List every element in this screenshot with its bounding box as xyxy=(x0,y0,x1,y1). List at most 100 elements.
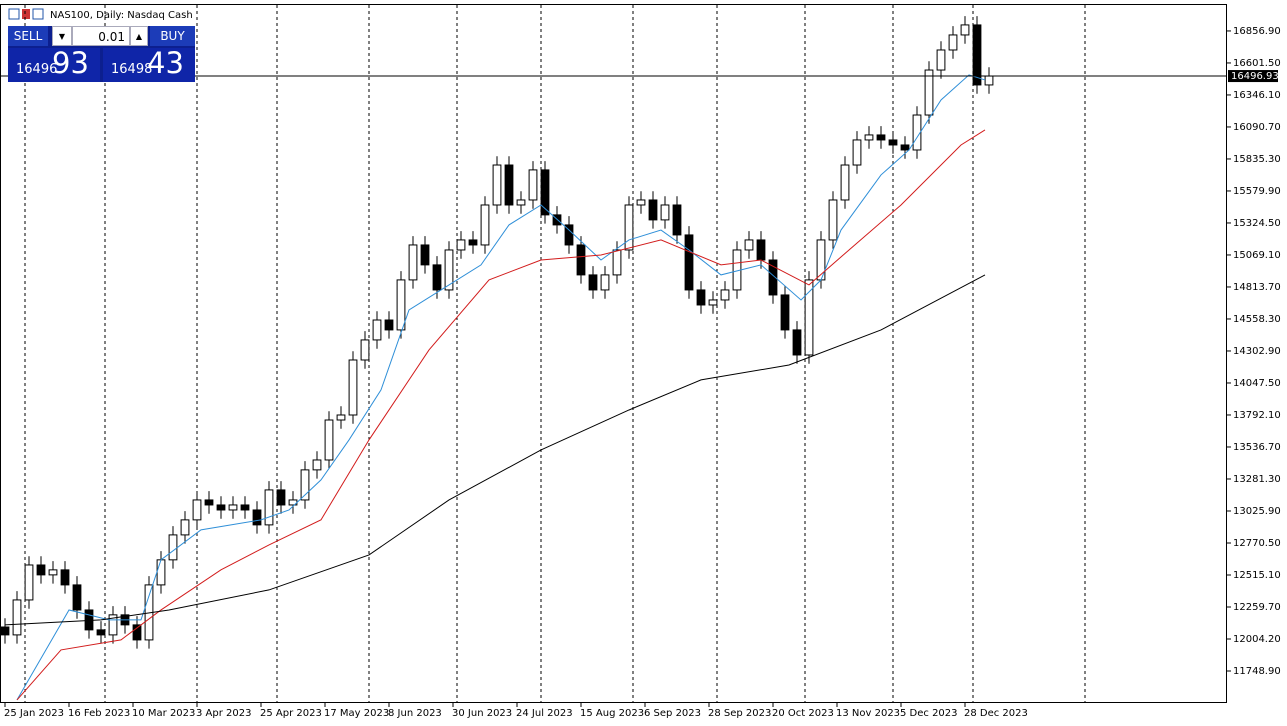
y-tick-label: 11748.90 xyxy=(1233,666,1281,677)
candle-body xyxy=(0,626,10,636)
candle-body xyxy=(888,139,898,146)
y-tick-label: 15579.90 xyxy=(1233,186,1281,197)
x-tick-label: 28 Sep 2023 xyxy=(708,708,771,719)
x-tick-label: 3 Apr 2023 xyxy=(196,708,251,719)
buy-button[interactable]: BUY xyxy=(150,26,195,46)
candle-body xyxy=(864,134,874,141)
bid-big: 93 xyxy=(52,46,89,80)
candle-body xyxy=(708,299,718,306)
candle-body xyxy=(360,339,370,361)
candle-body xyxy=(432,264,442,291)
bid-main: 16496 xyxy=(16,62,58,77)
candle-body xyxy=(276,489,286,506)
candle-body xyxy=(576,244,586,276)
x-tick-label: 25 Jan 2023 xyxy=(4,708,64,719)
y-tick-label: 14813.70 xyxy=(1233,282,1281,293)
x-tick-label: 6 Sep 2023 xyxy=(644,708,701,719)
candle-body xyxy=(624,204,634,251)
lot-size[interactable]: 0.01 xyxy=(72,26,130,46)
candle-body xyxy=(660,204,670,221)
candle-body xyxy=(564,224,574,246)
candle-body xyxy=(804,279,814,356)
candle-body xyxy=(540,169,550,216)
candle-body xyxy=(756,239,766,261)
candle-body xyxy=(828,199,838,241)
candle-body xyxy=(456,239,466,251)
candles xyxy=(0,16,994,649)
candle-body xyxy=(528,169,538,201)
candle-body xyxy=(168,534,178,561)
candle-body xyxy=(912,114,922,151)
candle-body xyxy=(900,144,910,151)
candle-body xyxy=(516,199,526,206)
x-tick-label: 25 Apr 2023 xyxy=(260,708,322,719)
candle-body xyxy=(672,204,682,236)
y-tick-label: 14302.90 xyxy=(1233,346,1281,357)
y-tick-label: 12515.10 xyxy=(1233,570,1281,581)
candle-body xyxy=(264,489,274,526)
candle-body xyxy=(636,199,646,206)
candle-body xyxy=(648,199,658,221)
candle-body xyxy=(840,164,850,201)
candle-body xyxy=(300,469,310,501)
x-tick-label: 30 Jun 2023 xyxy=(452,708,512,719)
y-tick-label: 14047.50 xyxy=(1233,378,1281,389)
candle-body xyxy=(372,319,382,341)
y-tick-label: 12259.70 xyxy=(1233,602,1281,613)
candle-body xyxy=(180,519,190,536)
candle-body xyxy=(876,134,886,141)
candle-body xyxy=(984,75,994,86)
chart-title: NAS100, Daily: Nasdaq Cash xyxy=(50,10,193,21)
candle-body xyxy=(108,614,118,636)
y-tick-label: 13025.90 xyxy=(1233,506,1281,517)
candle-body xyxy=(384,319,394,331)
candle-body xyxy=(12,599,22,636)
x-tick-label: 10 Mar 2023 xyxy=(132,708,195,719)
candle-body xyxy=(420,244,430,266)
candle-body xyxy=(132,624,142,641)
moving-average-line xyxy=(16,74,986,701)
candle-body xyxy=(48,569,58,576)
current-price-tag xyxy=(1228,70,1278,83)
y-tick-label: 16856.90 xyxy=(1233,26,1281,37)
candle-body xyxy=(444,249,454,291)
candle-body xyxy=(468,239,478,246)
candle-body xyxy=(24,564,34,601)
candle-body xyxy=(492,164,502,206)
bid-quote[interactable]: 16496 93 xyxy=(8,46,100,82)
moving-average-line xyxy=(4,274,986,626)
candle-body xyxy=(252,509,262,526)
title-icons xyxy=(8,8,44,20)
candle-body xyxy=(228,504,238,511)
candle-body xyxy=(204,499,214,506)
x-tick-label: 20 Oct 2023 xyxy=(772,708,834,719)
ask-quote[interactable]: 16498 43 xyxy=(103,46,195,82)
ask-big: 43 xyxy=(147,46,184,80)
x-tick-label: 15 Aug 2023 xyxy=(580,708,644,719)
y-tick-label: 12004.20 xyxy=(1233,634,1281,645)
candle-body xyxy=(948,34,958,51)
sell-button[interactable]: SELL xyxy=(8,26,48,46)
x-tick-label: 28 Dec 2023 xyxy=(964,708,1028,719)
moving-average-line xyxy=(16,129,986,701)
candle-body xyxy=(60,569,70,586)
candle-body xyxy=(192,499,202,521)
candle-body xyxy=(156,559,166,586)
candle-body xyxy=(408,244,418,281)
y-tick-label: 15835.30 xyxy=(1233,154,1281,165)
candle-body xyxy=(348,359,358,416)
candle-body xyxy=(960,24,970,36)
lot-down[interactable]: ▼ xyxy=(52,26,72,46)
y-tick-label: 16090.70 xyxy=(1233,122,1281,133)
candle-body xyxy=(396,279,406,331)
plot-frame xyxy=(0,4,1227,703)
candle-body xyxy=(72,584,82,611)
candle-body xyxy=(924,69,934,116)
y-tick-label: 15069.10 xyxy=(1233,250,1281,261)
lot-up[interactable]: ▲ xyxy=(130,26,148,46)
y-tick-label: 16346.10 xyxy=(1233,90,1281,101)
candle-body xyxy=(744,239,754,251)
candle-body xyxy=(600,274,610,291)
